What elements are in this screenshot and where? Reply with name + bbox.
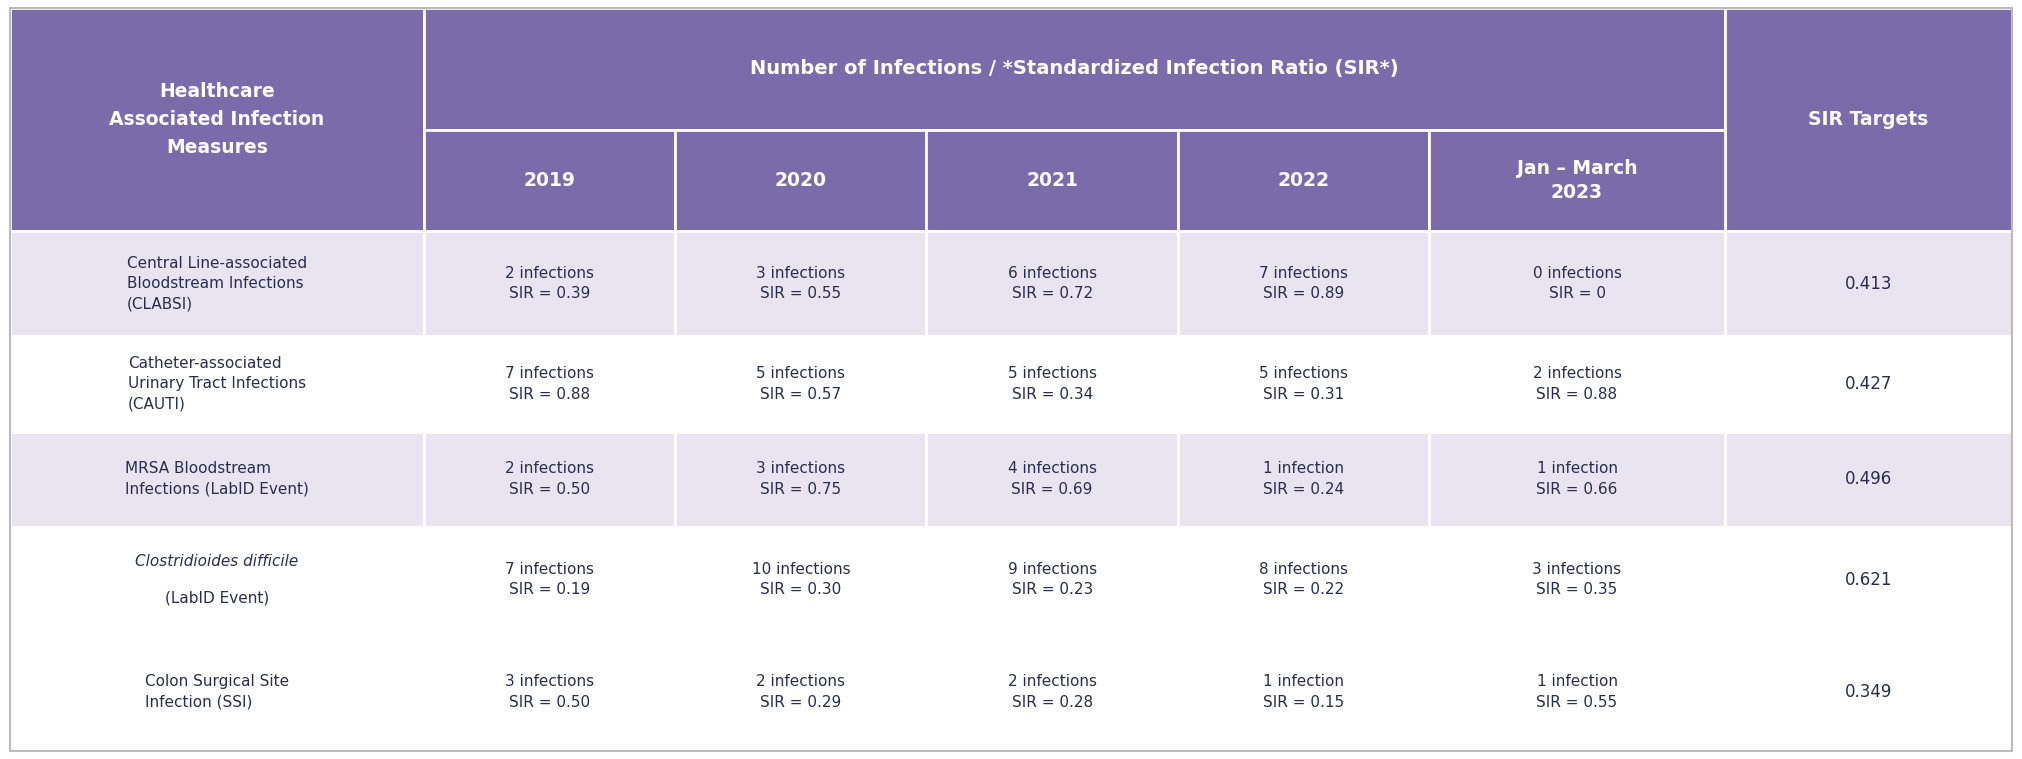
Text: (LabID Event): (LabID Event) (166, 590, 269, 605)
Bar (1430, 336, 1725, 432)
Bar (425, 527, 675, 632)
Text: Colon Surgical Site
Infection (SSI): Colon Surgical Site Infection (SSI) (146, 674, 289, 710)
Text: 5 infections
SIR = 0.31: 5 infections SIR = 0.31 (1260, 367, 1349, 402)
Bar (10, 432, 425, 527)
Text: 4 infections
SIR = 0.69: 4 infections SIR = 0.69 (1007, 461, 1096, 497)
Text: 3 infections
SIR = 0.50: 3 infections SIR = 0.50 (506, 674, 594, 710)
Bar (1725, 231, 2012, 336)
Bar (675, 231, 926, 336)
Bar (1177, 131, 1430, 231)
Text: Healthcare
Associated Infection
Measures: Healthcare Associated Infection Measures (109, 82, 326, 156)
Text: Catheter-associated
Urinary Tract Infections
(CAUTI): Catheter-associated Urinary Tract Infect… (127, 356, 305, 412)
Text: 2 infections
SIR = 0.88: 2 infections SIR = 0.88 (1533, 367, 1622, 402)
Text: Jan – March
2023: Jan – March 2023 (1516, 159, 1638, 202)
Bar (425, 632, 675, 751)
Bar (926, 231, 1177, 336)
Bar (675, 336, 926, 432)
Text: 2 infections
SIR = 0.29: 2 infections SIR = 0.29 (756, 674, 845, 710)
Text: 1 infection
SIR = 0.66: 1 infection SIR = 0.66 (1537, 461, 1618, 497)
Text: 1 infection
SIR = 0.15: 1 infection SIR = 0.15 (1264, 674, 1345, 710)
Text: 2 infections
SIR = 0.28: 2 infections SIR = 0.28 (1007, 674, 1096, 710)
Bar (1725, 432, 2012, 527)
Text: 1 infection
SIR = 0.24: 1 infection SIR = 0.24 (1264, 461, 1345, 497)
Bar (10, 231, 425, 336)
Bar (10, 632, 425, 751)
Text: Central Line-associated
Bloodstream Infections
(CLABSI): Central Line-associated Bloodstream Infe… (127, 256, 307, 311)
Text: 0.349: 0.349 (1844, 683, 1893, 701)
Text: 0 infections
SIR = 0: 0 infections SIR = 0 (1533, 266, 1622, 301)
Bar (926, 336, 1177, 432)
Text: 7 infections
SIR = 0.88: 7 infections SIR = 0.88 (506, 367, 594, 402)
Bar (1430, 527, 1725, 632)
Text: SIR Targets: SIR Targets (1808, 109, 1929, 129)
Text: 2 infections
SIR = 0.50: 2 infections SIR = 0.50 (506, 461, 594, 497)
Bar (425, 432, 675, 527)
Text: 10 infections
SIR = 0.30: 10 infections SIR = 0.30 (752, 562, 849, 597)
Text: Number of Infections / *Standardized Infection Ratio (SIR*): Number of Infections / *Standardized Inf… (750, 59, 1399, 78)
Text: 0.413: 0.413 (1844, 275, 1893, 292)
Bar (1725, 336, 2012, 432)
Bar (425, 8, 1725, 131)
Bar (926, 432, 1177, 527)
Text: 7 infections
SIR = 0.19: 7 infections SIR = 0.19 (506, 562, 594, 597)
Bar (10, 336, 425, 432)
Text: 2021: 2021 (1027, 171, 1078, 190)
Bar (926, 131, 1177, 231)
Text: 3 infections
SIR = 0.35: 3 infections SIR = 0.35 (1533, 562, 1622, 597)
Bar (1177, 632, 1430, 751)
Text: 0.621: 0.621 (1844, 571, 1893, 588)
Bar (926, 527, 1177, 632)
Bar (425, 336, 675, 432)
Bar (1430, 231, 1725, 336)
Bar (425, 231, 675, 336)
Bar (926, 632, 1177, 751)
Text: 9 infections
SIR = 0.23: 9 infections SIR = 0.23 (1007, 562, 1096, 597)
Text: 3 infections
SIR = 0.75: 3 infections SIR = 0.75 (756, 461, 845, 497)
Text: 0.496: 0.496 (1844, 470, 1893, 488)
Bar (1430, 432, 1725, 527)
Text: 2 infections
SIR = 0.39: 2 infections SIR = 0.39 (506, 266, 594, 301)
Text: 2022: 2022 (1278, 171, 1330, 190)
Bar (1177, 231, 1430, 336)
Bar (1430, 131, 1725, 231)
Bar (1177, 527, 1430, 632)
Text: Clostridioides difficile: Clostridioides difficile (135, 554, 299, 569)
Bar (1725, 527, 2012, 632)
Text: 0.427: 0.427 (1844, 375, 1893, 393)
Text: 8 infections
SIR = 0.22: 8 infections SIR = 0.22 (1260, 562, 1349, 597)
Bar (1725, 632, 2012, 751)
Text: 5 infections
SIR = 0.57: 5 infections SIR = 0.57 (756, 367, 845, 402)
Bar (675, 632, 926, 751)
Bar (1177, 336, 1430, 432)
Text: 5 infections
SIR = 0.34: 5 infections SIR = 0.34 (1007, 367, 1096, 402)
Text: 2020: 2020 (774, 171, 827, 190)
Bar (1177, 432, 1430, 527)
Bar (675, 131, 926, 231)
Bar (1725, 8, 2012, 231)
Bar (10, 527, 425, 632)
Text: 2019: 2019 (524, 171, 576, 190)
Bar (1430, 632, 1725, 751)
Bar (675, 527, 926, 632)
Bar (10, 8, 425, 231)
Text: 7 infections
SIR = 0.89: 7 infections SIR = 0.89 (1260, 266, 1349, 301)
Text: 6 infections
SIR = 0.72: 6 infections SIR = 0.72 (1007, 266, 1096, 301)
Text: 1 infection
SIR = 0.55: 1 infection SIR = 0.55 (1537, 674, 1618, 710)
Text: 3 infections
SIR = 0.55: 3 infections SIR = 0.55 (756, 266, 845, 301)
Bar (675, 432, 926, 527)
Bar (425, 131, 675, 231)
Text: MRSA Bloodstream
Infections (LabID Event): MRSA Bloodstream Infections (LabID Event… (125, 461, 309, 497)
